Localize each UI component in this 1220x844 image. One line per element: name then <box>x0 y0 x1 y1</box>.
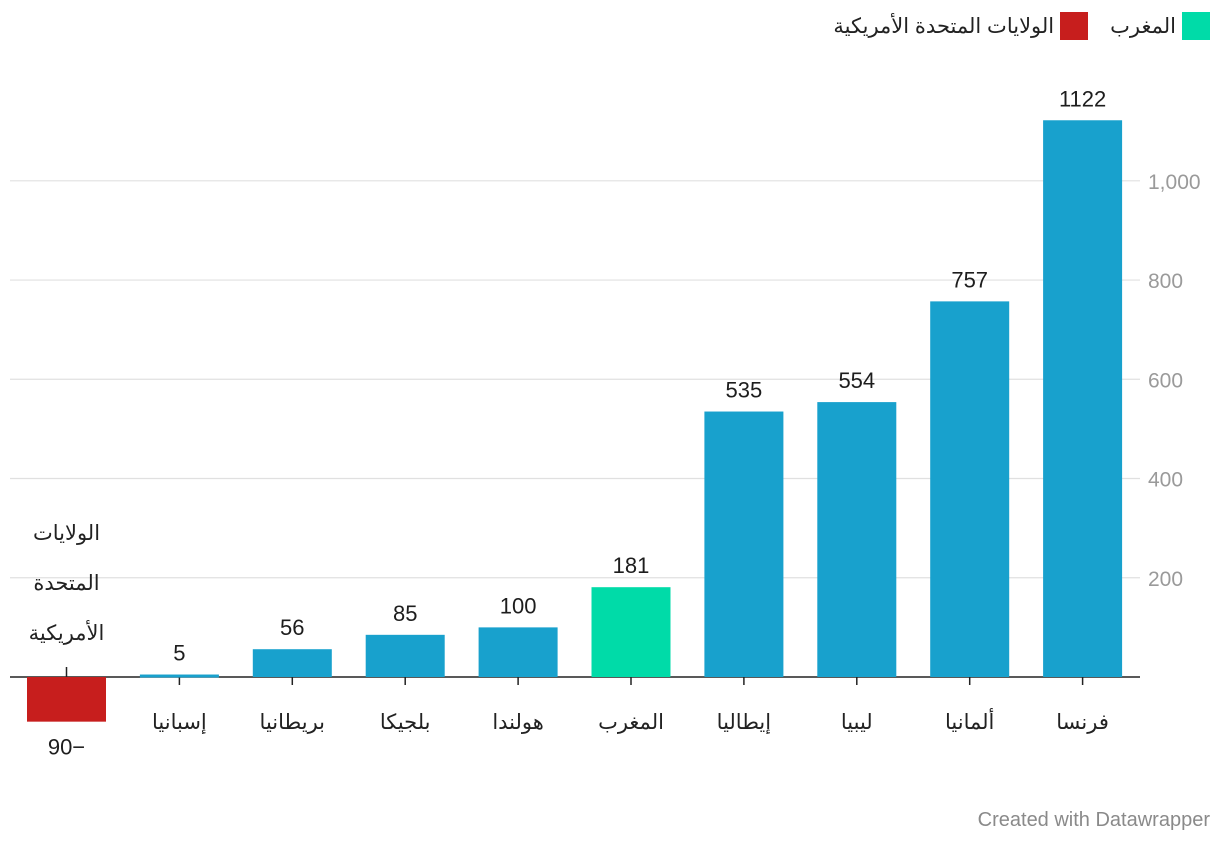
category-label: بريطانيا <box>260 710 325 734</box>
bar <box>591 587 671 677</box>
bar <box>1043 120 1123 677</box>
category-label: إسبانيا <box>152 710 207 735</box>
value-label: 181 <box>613 553 650 578</box>
y-tick-label: 200 <box>1148 568 1183 591</box>
category-label: ألمانيا <box>945 708 994 734</box>
category-label: هولندا <box>492 710 544 734</box>
bar <box>252 649 332 677</box>
category-label: الولايات المتحدة الأمريكية <box>29 521 105 645</box>
value-label: 1122 <box>1059 86 1106 111</box>
bar <box>704 411 784 677</box>
y-tick-label: 800 <box>1148 270 1183 293</box>
category-label: بلجيكا <box>380 710 431 734</box>
value-label: 757 <box>951 267 988 292</box>
bar <box>930 301 1010 677</box>
bar <box>478 627 558 677</box>
category-label: ليبيا <box>841 710 873 734</box>
category-label: المغرب <box>598 710 664 734</box>
legend-item-morocco: المغرب <box>1110 12 1210 40</box>
bars <box>27 120 1123 722</box>
legend-swatch-morocco <box>1182 12 1210 40</box>
value-label: 5 <box>173 641 185 666</box>
credit: Created with Datawrapper <box>977 809 1210 831</box>
legend-swatch-usa <box>1060 12 1089 40</box>
labels: 200 400 600 800 1,000 90− 5 56 85 100 181 535 554 757… <box>29 86 1201 759</box>
category-label: إيطاليا <box>717 710 771 735</box>
value-label: 554 <box>838 368 875 393</box>
value-label: 90− <box>48 735 85 760</box>
value-label: 100 <box>500 593 537 618</box>
y-tick-label: 400 <box>1148 469 1183 492</box>
legend-label-usa: الولايات المتحدة الأمريكية <box>833 14 1055 38</box>
legend-item-usa: الولايات المتحدة الأمريكية <box>833 12 1089 40</box>
legend-label-morocco: المغرب <box>1110 14 1176 38</box>
value-label: 85 <box>393 601 417 626</box>
bar <box>365 634 445 677</box>
category-label: فرنسا <box>1056 710 1109 734</box>
bar <box>817 402 897 677</box>
y-tick-label: 600 <box>1148 369 1183 392</box>
value-label: 56 <box>280 615 304 640</box>
y-tick-label: 1,000 <box>1148 171 1201 194</box>
bar <box>139 674 219 678</box>
value-label: 535 <box>726 378 763 403</box>
legend: المغرب الولايات المتحدة الأمريكية <box>811 12 1210 40</box>
bar <box>27 677 106 722</box>
